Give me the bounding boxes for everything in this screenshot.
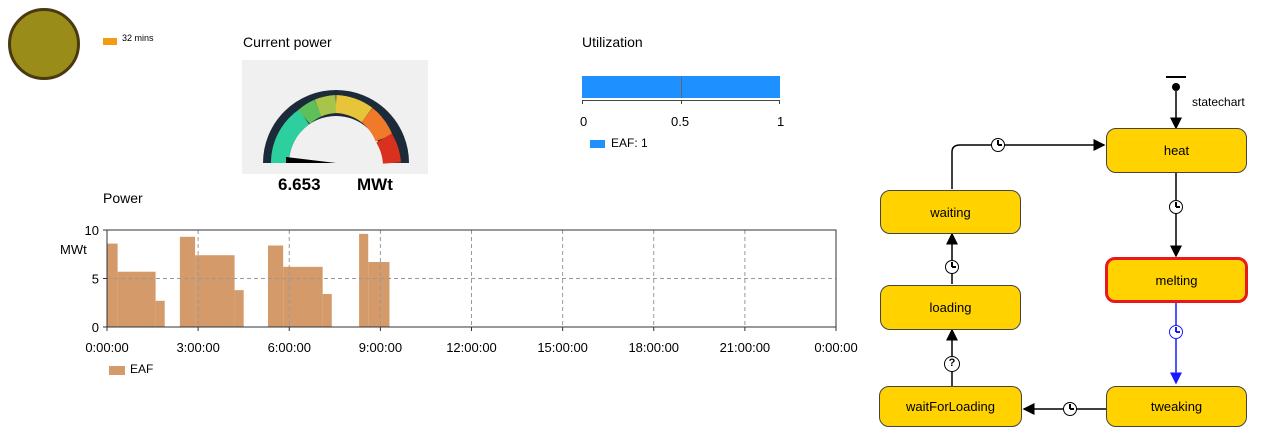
chart-bar (155, 300, 165, 327)
statechart-label: statechart (1192, 95, 1245, 109)
power-gauge (242, 60, 428, 174)
state-loading[interactable]: loading (880, 285, 1021, 330)
state-waitForLoading-label: waitForLoading (906, 399, 995, 414)
state-waitForLoading[interactable]: waitForLoading (879, 386, 1022, 427)
state-loading-label: loading (929, 300, 972, 315)
gauge-unit: MWt (357, 175, 393, 194)
question-icon[interactable]: ? (944, 356, 960, 372)
gauge-title: Current power (243, 34, 332, 50)
chart-xtick-label: 3:00:00 (176, 340, 219, 355)
clock-icon[interactable] (945, 260, 959, 274)
utilization-chart (582, 76, 782, 116)
clock-icon[interactable] (1169, 200, 1183, 214)
gauge-dial (263, 90, 409, 165)
clock-icon[interactable] (1063, 402, 1077, 416)
utilization-tick: 0 (580, 114, 588, 129)
chart-xtick-label: 21:00:00 (720, 340, 771, 355)
clock-icon[interactable] (1169, 325, 1183, 339)
utilization-legend-swatch (590, 140, 605, 148)
chart-bar (283, 266, 323, 327)
chart-ylabel: MWt (60, 242, 87, 257)
chart-ytick-label: 0 (92, 320, 99, 335)
chart-ytick-label: 10 (85, 223, 99, 238)
chart-bar (234, 290, 244, 327)
chart-xtick-label: 6:00:00 (268, 340, 311, 355)
chart-xtick-label: 12:00:00 (446, 340, 497, 355)
chart-bar (107, 243, 118, 327)
state-heat-label: heat (1163, 143, 1190, 158)
chart-bar (267, 245, 284, 327)
utilization-tick-mark (681, 100, 682, 104)
chart-ytick-label: 5 (92, 272, 99, 287)
chart-bar (117, 271, 156, 327)
chart-bar (179, 236, 196, 327)
clock-icon[interactable] (991, 138, 1005, 152)
utilization-tick-mark (779, 100, 780, 104)
chart-xtick-label: 15:00:00 (537, 340, 588, 355)
chart-xtick-label: 0:00:00 (85, 340, 128, 355)
indicator-legend-label: 32 mins (122, 33, 154, 43)
chart-bar (195, 255, 235, 327)
chart-xtick-label: 18:00:00 (628, 340, 679, 355)
status-indicator-circle (8, 8, 80, 80)
utilization-tick: 0.5 (671, 114, 690, 129)
state-waiting[interactable]: waiting (880, 190, 1021, 234)
utilization-legend-label: EAF: 1 (611, 136, 648, 150)
chart-xtick-label: 9:00:00 (359, 340, 402, 355)
chart-xtick-label: 0:00:00 (814, 340, 857, 355)
chart-title: Power (103, 190, 143, 206)
state-melting[interactable]: melting (1105, 257, 1248, 303)
state-tweaking[interactable]: tweaking (1106, 386, 1247, 427)
chart-bar (322, 294, 332, 327)
state-waiting-label: waiting (930, 204, 971, 220)
state-heat[interactable]: heat (1106, 128, 1247, 173)
state-tweaking-label: tweaking (1150, 399, 1203, 414)
chart-legend-swatch (109, 366, 125, 375)
utilization-tick-mark (582, 100, 583, 104)
utilization-title: Utilization (582, 34, 643, 50)
gauge-value: 6.653 (278, 175, 321, 194)
chart-legend-label: EAF (130, 362, 154, 376)
indicator-legend-swatch (103, 38, 117, 45)
state-melting-label: melting (1155, 272, 1198, 288)
chart-bar (359, 233, 369, 327)
utilization-midline (681, 76, 682, 98)
utilization-tick: 1 (777, 114, 785, 129)
power-chart: 0 5 10 MWt 0:00:00 3:00:00 6:00:00 9:00:00 12:00… (60, 223, 858, 355)
chart-bar (368, 262, 390, 327)
